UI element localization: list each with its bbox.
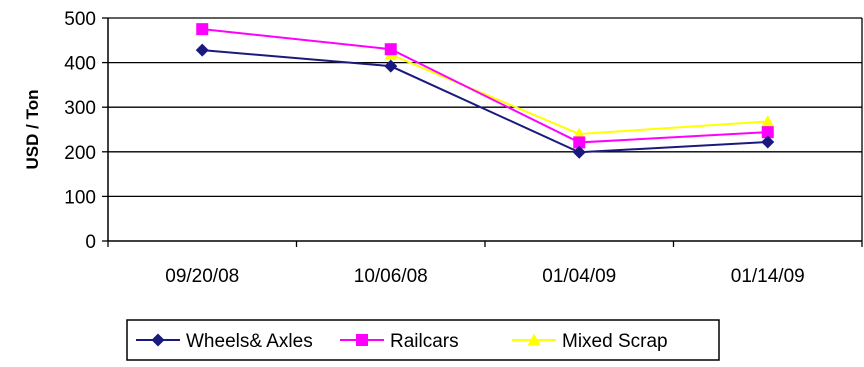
series-layer (195, 23, 775, 159)
data-point (761, 114, 775, 127)
data-point (196, 23, 209, 36)
legend-swatch-marker (151, 333, 165, 347)
y-tick-label: 100 (64, 187, 96, 208)
series-line (390, 53, 768, 135)
x-tick-label: 09/20/08 (165, 266, 239, 287)
data-point (761, 135, 775, 149)
y-tick-label: 200 (64, 143, 96, 164)
legend-label: Mixed Scrap (562, 331, 668, 352)
legend-swatch-marker (527, 333, 541, 346)
axes: 0 100 200 300 400 500 09/20/08 10/06/08 01/04/09… (64, 9, 863, 287)
series-mixed-scrap (384, 48, 775, 140)
legend-box (126, 319, 720, 361)
data-point (761, 126, 774, 139)
legend-item: Wheels& Axles (136, 331, 313, 352)
data-point (384, 43, 397, 56)
y-tick-label: 300 (64, 98, 96, 119)
y-tick-label: 500 (64, 9, 96, 30)
series-wheels-axles (195, 43, 775, 159)
series-railcars (196, 23, 774, 149)
legend-item: Mixed Scrap (512, 331, 668, 352)
y-tick-label: 0 (85, 232, 96, 253)
legend-label: Wheels& Axles (186, 331, 313, 352)
x-tick-label: 01/04/09 (542, 266, 616, 287)
x-tick-label: 01/14/09 (731, 266, 805, 287)
x-tick-label: 10/06/08 (354, 266, 428, 287)
legend-label: Railcars (390, 331, 459, 352)
series-line (202, 28, 768, 144)
y-tick-label: 400 (64, 54, 96, 75)
gridlines (108, 17, 862, 198)
legend: Wheels& Axles Railcars Mixed Scrap (126, 319, 720, 361)
y-axis-title: USD / Ton (23, 90, 42, 170)
data-point (572, 145, 586, 159)
data-point (195, 43, 209, 57)
legend-item: Railcars (340, 331, 459, 352)
data-point (384, 59, 398, 73)
series-line (202, 49, 768, 154)
data-point (573, 136, 586, 149)
legend-swatch-marker (356, 334, 368, 346)
